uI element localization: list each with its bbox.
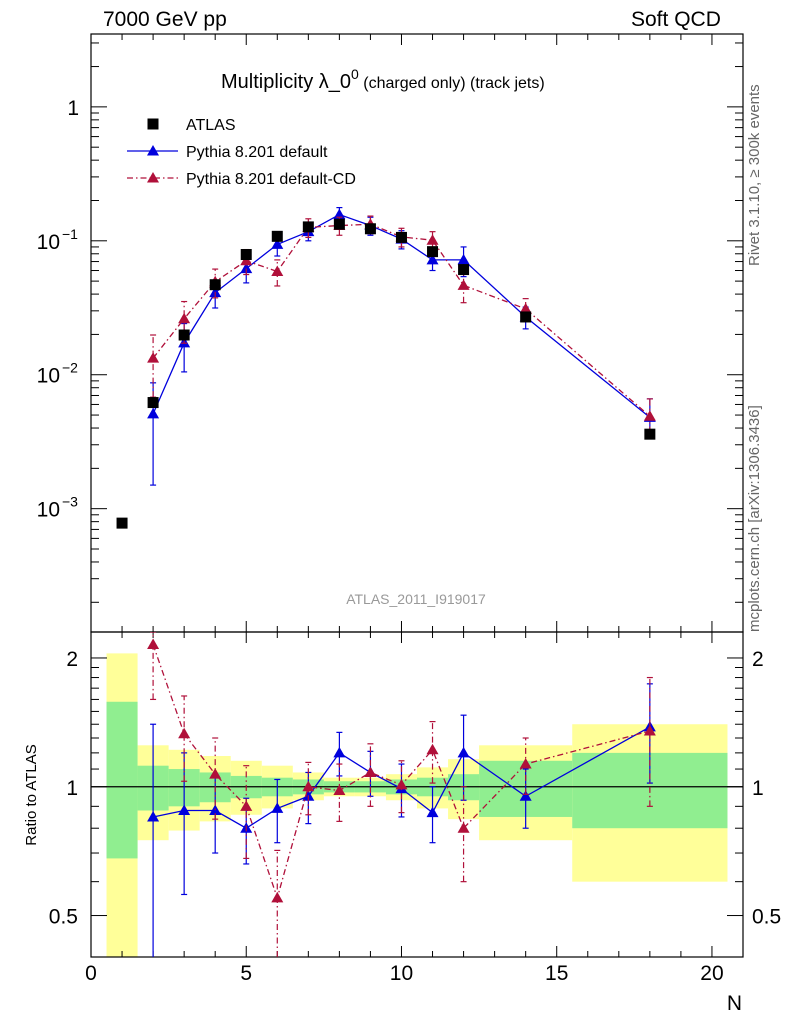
x-tick-label: 15 — [545, 962, 568, 985]
ratio-panel-frame — [90, 631, 744, 958]
energy-label: 7000 GeV pp — [103, 8, 227, 31]
data-point — [240, 249, 252, 261]
ratio-point — [271, 891, 284, 903]
ratio-point — [178, 804, 191, 816]
ratio-point — [333, 784, 346, 796]
stat-uncertainty-band — [106, 701, 138, 859]
data-point — [147, 407, 160, 419]
ratio-point — [147, 810, 160, 822]
ratio-point — [457, 746, 470, 758]
legend-marker — [147, 145, 159, 156]
data-point — [240, 262, 253, 274]
ratio-point — [147, 638, 160, 650]
ratio-point — [178, 727, 191, 739]
data-point — [271, 230, 283, 242]
x-tick-label: 10 — [390, 962, 413, 985]
y-tick-label: 10 — [37, 499, 60, 522]
series-atlas — [116, 218, 656, 529]
data-point — [457, 253, 470, 265]
ratio-series-2 — [147, 632, 656, 957]
data-point — [426, 253, 439, 265]
data-point — [519, 302, 532, 314]
data-point — [147, 352, 160, 363]
main-series — [116, 206, 656, 529]
ratio-point — [457, 822, 470, 833]
series-line — [152, 223, 651, 417]
x-tick-label: 5 — [240, 962, 252, 985]
legend-label: Pythia 8.201 default — [186, 144, 328, 161]
ratio-point — [426, 806, 439, 818]
ratio-y-tick-label: 1 — [66, 777, 78, 800]
ratio-y-tick-label-right: 0.5 — [752, 906, 781, 929]
ratio-axis-label: Ratio to ATLAS — [23, 744, 40, 845]
ratio-point — [519, 790, 532, 801]
y-tick-exponent: −1 — [62, 226, 78, 242]
data-point — [457, 279, 470, 290]
data-point — [333, 218, 345, 230]
ratio-point — [302, 780, 315, 792]
legend-marker — [147, 172, 159, 183]
data-point — [458, 264, 470, 276]
legend-marker — [147, 118, 159, 130]
data-point — [520, 311, 532, 323]
y-tick-label: 10 — [37, 365, 60, 388]
series-1 — [147, 206, 656, 486]
data-point — [426, 234, 439, 245]
y-tick-label: 1 — [67, 97, 79, 120]
analysis-label: ATLAS_2011_I919017 — [346, 591, 486, 607]
data-point — [209, 279, 221, 291]
x-tick-label: 20 — [700, 962, 723, 985]
chart-title: Multiplicity λ_00 (charged only) (track … — [221, 66, 545, 93]
ratio-bands — [106, 653, 728, 957]
ratio-y-tick-label: 0.5 — [49, 906, 78, 929]
data-point — [643, 410, 656, 421]
data-point — [427, 246, 439, 258]
ratio-point — [209, 768, 222, 779]
ratio-point — [519, 758, 532, 769]
ratio-point — [240, 800, 253, 811]
data-point — [271, 238, 284, 249]
data-point — [364, 223, 376, 235]
data-point — [644, 428, 656, 440]
ratio-y-tick-label-right: 1 — [752, 777, 764, 800]
data-point — [271, 265, 284, 276]
data-point — [395, 231, 407, 243]
ratio-y-tick-label: 2 — [66, 648, 78, 671]
ratio-point — [333, 746, 346, 758]
ratio-series — [147, 632, 656, 957]
data-point — [147, 397, 159, 409]
ratio-point — [364, 766, 377, 777]
y-tick-exponent: −2 — [62, 360, 78, 376]
data-point — [178, 329, 190, 341]
ratio-point — [271, 802, 284, 813]
data-point — [116, 517, 128, 529]
x-axis-label: N — [727, 992, 742, 1015]
ratio-point — [643, 724, 656, 736]
data-point — [333, 208, 346, 220]
process-label: Soft QCD — [631, 8, 721, 31]
legend-label: Pythia 8.201 default-CD — [186, 171, 356, 188]
ratio-point — [395, 778, 408, 790]
legend-label: ATLAS — [186, 117, 236, 134]
y-tick-label: 10 — [37, 231, 60, 254]
legend: ATLAS Pythia 8.201 default Pythia 8.201 de… — [127, 117, 356, 188]
data-point — [302, 221, 314, 233]
ratio-point — [426, 743, 439, 755]
x-tick-label: 0 — [85, 962, 97, 985]
data-point — [178, 312, 191, 324]
y-tick-exponent: −3 — [62, 494, 78, 510]
ratio-y-tick-label-right: 2 — [752, 648, 764, 671]
